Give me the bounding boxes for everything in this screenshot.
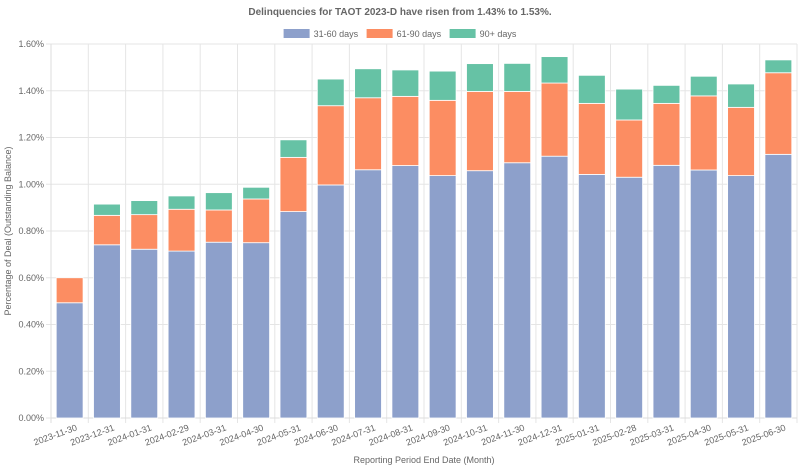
bar-90-days-2025-06-30[interactable] bbox=[764, 59, 793, 74]
gridlines bbox=[46, 43, 798, 423]
bar-61-90-days-2023-11-30[interactable] bbox=[55, 277, 84, 304]
bar-90-days-2024-09-30[interactable] bbox=[428, 70, 457, 101]
bar-31-60-days-2024-10-31[interactable] bbox=[466, 170, 494, 419]
bar-90-days-2024-06-30[interactable] bbox=[316, 78, 345, 107]
legend: 31-60 days 61-90 days 90+ days bbox=[283, 29, 517, 39]
bar-61-90-days-2024-04-30[interactable] bbox=[242, 198, 270, 244]
bar-90-days-2025-01-31[interactable] bbox=[578, 74, 606, 104]
bar-61-90-days-2023-12-31[interactable] bbox=[93, 214, 121, 246]
chart-title: Delinquencies for TAOT 2023-D have risen… bbox=[248, 7, 551, 18]
bar-90-days-2024-11-30[interactable] bbox=[503, 63, 532, 92]
bar-31-60-days-2024-12-31[interactable] bbox=[540, 155, 569, 419]
bar-61-90-days-2024-05-31[interactable] bbox=[279, 156, 308, 212]
y-axis-title: Percentage of Deal (Outstanding Balance) bbox=[3, 146, 13, 315]
bar-61-90-days-2024-10-31[interactable] bbox=[466, 91, 494, 172]
legend-swatch bbox=[449, 29, 476, 38]
bar-31-60-days-2025-06-30[interactable] bbox=[764, 153, 793, 419]
bar-90-days-2023-12-31[interactable] bbox=[93, 203, 121, 216]
legend-swatch bbox=[283, 29, 310, 38]
legend-swatch bbox=[366, 29, 393, 38]
bar-31-60-days-2024-06-30[interactable] bbox=[316, 184, 345, 419]
y-tick-label: 1.00% bbox=[18, 179, 44, 189]
y-tick-label: 0.40% bbox=[18, 320, 44, 330]
bar-31-60-days-2025-05-31[interactable] bbox=[727, 175, 755, 419]
bar-61-90-days-2024-03-31[interactable] bbox=[205, 209, 233, 243]
bar-31-60-days-2023-11-30[interactable] bbox=[55, 302, 84, 419]
bar-31-60-days-2024-11-30[interactable] bbox=[503, 162, 532, 419]
y-tick-label: 0.20% bbox=[18, 366, 44, 376]
bar-90-days-2024-10-31[interactable] bbox=[466, 63, 494, 92]
bar-31-60-days-2024-07-31[interactable] bbox=[354, 169, 382, 419]
y-tick-label: 0.80% bbox=[18, 226, 44, 236]
bar-90-days-2025-03-31[interactable] bbox=[652, 84, 681, 104]
bar-61-90-days-2025-01-31[interactable] bbox=[578, 102, 606, 175]
bar-90-days-2025-04-30[interactable] bbox=[689, 75, 718, 97]
bar-31-60-days-2024-05-31[interactable] bbox=[279, 211, 308, 419]
bar-31-60-days-2024-08-31[interactable] bbox=[391, 165, 420, 419]
bar-90-days-2024-07-31[interactable] bbox=[354, 68, 382, 99]
bars bbox=[55, 56, 793, 419]
bar-61-90-days-2025-02-28[interactable] bbox=[615, 119, 643, 178]
bar-90-days-2024-03-31[interactable] bbox=[205, 192, 233, 211]
bar-90-days-2025-05-31[interactable] bbox=[727, 83, 755, 108]
bar-61-90-days-2024-11-30[interactable] bbox=[503, 91, 532, 164]
y-tick-label: 0.60% bbox=[18, 273, 44, 283]
y-tick-label: 1.40% bbox=[18, 86, 44, 96]
bar-31-60-days-2023-12-31[interactable] bbox=[93, 244, 121, 419]
bar-31-60-days-2024-02-29[interactable] bbox=[167, 250, 196, 419]
bar-90-days-2024-01-31[interactable] bbox=[130, 200, 159, 216]
y-tick-label: 1.20% bbox=[18, 133, 44, 143]
bar-61-90-days-2024-02-29[interactable] bbox=[167, 208, 196, 252]
legend-label[interactable]: 31-60 days bbox=[314, 29, 359, 39]
bar-61-90-days-2024-01-31[interactable] bbox=[130, 214, 159, 250]
bar-31-60-days-2025-02-28[interactable] bbox=[615, 176, 643, 419]
bar-31-60-days-2024-01-31[interactable] bbox=[130, 248, 159, 419]
bar-61-90-days-2025-04-30[interactable] bbox=[689, 95, 718, 171]
bar-61-90-days-2025-03-31[interactable] bbox=[652, 102, 681, 166]
bar-61-90-days-2025-05-31[interactable] bbox=[727, 106, 755, 177]
y-tick-label: 1.60% bbox=[18, 39, 44, 49]
y-tick-label: 0.00% bbox=[18, 413, 44, 423]
bar-61-90-days-2024-07-31[interactable] bbox=[354, 97, 382, 171]
bar-61-90-days-2024-06-30[interactable] bbox=[316, 105, 345, 186]
bar-31-60-days-2025-01-31[interactable] bbox=[578, 174, 606, 419]
bar-31-60-days-2024-03-31[interactable] bbox=[205, 241, 233, 419]
legend-label[interactable]: 90+ days bbox=[480, 29, 517, 39]
bar-31-60-days-2025-03-31[interactable] bbox=[652, 164, 681, 419]
bar-90-days-2024-02-29[interactable] bbox=[167, 195, 196, 210]
bar-31-60-days-2024-09-30[interactable] bbox=[428, 175, 457, 419]
y-axis-ticks: 0.00% 0.20% 0.40% 0.60% 0.80% 1.00% 1.20% 1.40%… bbox=[18, 39, 44, 423]
bar-61-90-days-2025-06-30[interactable] bbox=[764, 72, 793, 155]
bar-61-90-days-2024-09-30[interactable] bbox=[428, 99, 457, 177]
x-axis-title: Reporting Period End Date (Month) bbox=[353, 455, 494, 465]
bar-90-days-2024-12-31[interactable] bbox=[540, 56, 569, 84]
bar-31-60-days-2025-04-30[interactable] bbox=[689, 169, 718, 419]
bar-90-days-2025-02-28[interactable] bbox=[615, 88, 643, 121]
bar-90-days-2024-05-31[interactable] bbox=[279, 139, 308, 158]
x-axis-ticks: 2023-11-302023-12-312024-01-312024-02-29… bbox=[32, 422, 787, 447]
bar-90-days-2024-08-31[interactable] bbox=[391, 69, 420, 97]
bar-61-90-days-2024-12-31[interactable] bbox=[540, 82, 569, 157]
bar-61-90-days-2024-08-31[interactable] bbox=[391, 95, 420, 166]
bar-31-60-days-2024-04-30[interactable] bbox=[242, 242, 270, 419]
bar-90-days-2024-04-30[interactable] bbox=[242, 186, 270, 200]
legend-label[interactable]: 61-90 days bbox=[397, 29, 442, 39]
